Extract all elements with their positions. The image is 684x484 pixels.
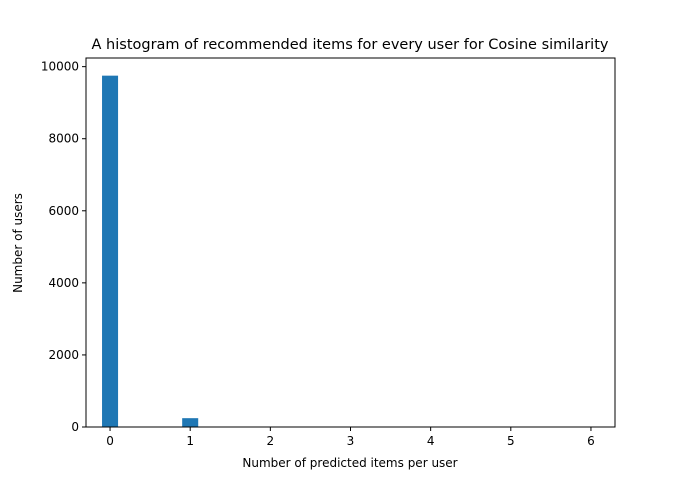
y-tick-label: 6000: [48, 204, 79, 218]
x-tick-label: 1: [186, 434, 194, 448]
plot-frame: [85, 57, 616, 428]
histogram-bar-1: [182, 418, 199, 427]
x-axis-ticks: 0 1 2 3 4 5 6: [106, 427, 595, 448]
y-axis-label: Number of users: [11, 193, 25, 293]
y-tick-label: 2000: [48, 348, 79, 362]
x-tick-label: 6: [587, 434, 595, 448]
bars-group: [102, 75, 199, 427]
x-tick-label: 2: [267, 434, 275, 448]
y-axis-ticks: 0 2000 4000 6000 8000 10000: [41, 60, 86, 434]
y-tick-label: 0: [71, 420, 79, 434]
y-tick-label: 4000: [48, 276, 79, 290]
x-tick-label: 5: [507, 434, 515, 448]
x-axis-label: Number of predicted items per user: [242, 456, 457, 470]
x-tick-label: 0: [106, 434, 114, 448]
chart-title: A histogram of recommended items for eve…: [92, 37, 609, 53]
x-tick-label: 4: [427, 434, 435, 448]
x-tick-label: 3: [347, 434, 355, 448]
y-tick-label: 8000: [48, 132, 79, 146]
histogram-bar-0: [102, 75, 119, 427]
y-tick-label: 10000: [41, 60, 79, 74]
